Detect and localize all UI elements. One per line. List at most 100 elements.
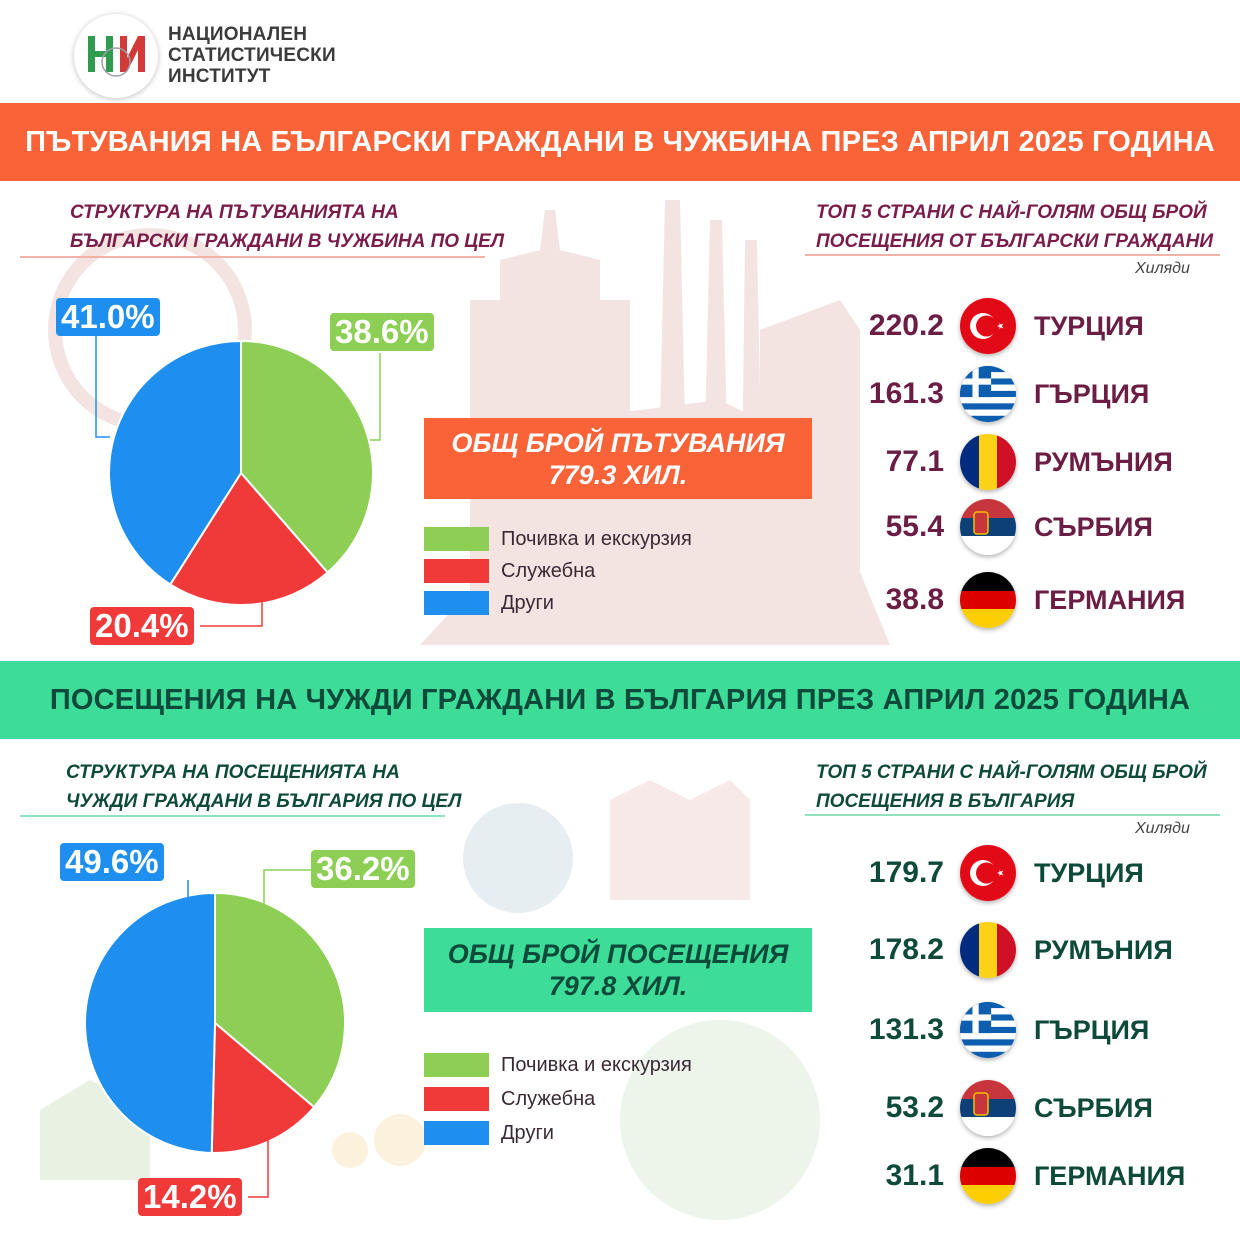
section2-legend: Почивка и екскурзия Служебна Други [424, 1048, 692, 1150]
section2-top5-title-line1: ТОП 5 СТРАНИ С НАЙ-ГОЛЯМ ОБЩ БРОЙ [816, 762, 1207, 783]
legend-item-other: Други [424, 587, 692, 619]
section1-country-value: 77.1 [885, 445, 944, 478]
legend2-swatch-green [424, 1053, 489, 1077]
section1-country-value: 161.3 [868, 377, 944, 410]
section2-country-row: 53.2 СЪРБИЯ [834, 1078, 1153, 1138]
section1-top5-title: ТОП 5 СТРАНИ С НАЙ-ГОЛЯМ ОБЩ БРОЙ ПОСЕЩЕ… [816, 198, 1213, 256]
greece-flag-icon [960, 366, 1016, 422]
section1-pie-slice-leisure [240, 340, 374, 574]
legend2-label-business: Служебна [501, 1087, 596, 1110]
legend-swatch-green [424, 527, 489, 551]
section2-country-name: ГЕРМАНИЯ [1034, 1160, 1186, 1191]
section2-country-value: 179.7 [868, 856, 944, 889]
section1-right-divider [805, 254, 1220, 256]
section2-country-row: 179.7 ТУРЦИЯ [834, 843, 1144, 903]
section1-country-row: 161.3 ГЪРЦИЯ [834, 364, 1149, 424]
section2-country-value: 31.1 [885, 1159, 944, 1192]
section1-pie-title-line1: СТРУКТУРА НА ПЪТУВАНИЯТА НА [70, 202, 399, 223]
section2-pie-slice-leisure [214, 892, 346, 1109]
nsi-logo [74, 14, 158, 98]
section2-pie-chart [84, 892, 346, 1154]
section1-total-label: ОБЩ БРОЙ ПЪТУВАНИЯ [451, 427, 785, 458]
legend-swatch-red [424, 559, 489, 583]
legend2-label-leisure: Почивка и екскурзия [501, 1053, 692, 1076]
turkey-flag-icon [960, 298, 1016, 354]
section1-country-value: 55.4 [885, 510, 944, 543]
section1-country-name: ГЪРЦИЯ [1034, 378, 1150, 409]
germany-flag-icon [960, 1148, 1016, 1204]
section2-country-name: ТУРЦИЯ [1034, 857, 1144, 888]
section2-other-pct-label: 49.6% [60, 843, 164, 881]
section2-total-label: ОБЩ БРОЙ ПОСЕЩЕНИЯ [447, 939, 789, 969]
section1-total-box: ОБЩ БРОЙ ПЪТУВАНИЯ 779.3 ХИЛ. [424, 418, 812, 499]
legend2-swatch-blue [424, 1121, 489, 1145]
section1-legend: Почивка и екскурзия Служебна Други [424, 523, 692, 619]
section2-unit-label: Хиляди [1135, 820, 1190, 837]
org-name-line3: ИНСТИТУТ [168, 66, 271, 87]
section2-right-divider [805, 814, 1220, 816]
legend-item-business: Служебна [424, 555, 692, 587]
section2-country-row: 178.2 РУМЪНИЯ [834, 920, 1173, 980]
section1-pie-title: СТРУКТУРА НА ПЪТУВАНИЯТА НА БЪЛГАРСКИ ГР… [70, 198, 504, 256]
legend-label-business: Служебна [501, 559, 596, 582]
section1-pie-chart [108, 340, 374, 606]
legend2-item-business: Служебна [424, 1082, 692, 1116]
section1-other-pct-label: 41.0% [56, 298, 160, 336]
org-name-line1: НАЦИОНАЛЕН [168, 24, 308, 45]
section2-leisure-pct-label: 36.2% [311, 850, 415, 888]
section1-country-name: ГЕРМАНИЯ [1034, 584, 1186, 615]
section1-country-value: 38.8 [885, 583, 944, 616]
romania-flag-icon [960, 922, 1016, 978]
section2-pie-title-line1: СТРУКТУРА НА ПОСЕЩЕНИЯТА НА [66, 762, 400, 783]
section1-country-row: 38.8 ГЕРМАНИЯ [834, 570, 1185, 630]
section2-business-pct-label: 14.2% [138, 1178, 242, 1216]
romania-flag-icon [960, 434, 1016, 490]
legend-label-leisure: Почивка и екскурзия [501, 527, 692, 550]
serbia-flag-icon [960, 499, 1016, 555]
section1-top5-title-line2: ПОСЕЩЕНИЯ ОТ БЪЛГАРСКИ ГРАЖДАНИ [816, 231, 1214, 252]
section2-country-value: 53.2 [885, 1091, 944, 1124]
section2-country-row: 31.1 ГЕРМАНИЯ [834, 1146, 1185, 1206]
nsi-logo-mark-icon [88, 36, 145, 77]
section1-country-row: 77.1 РУМЪНИЯ [834, 432, 1173, 492]
section1-top5-title-line1: ТОП 5 СТРАНИ С НАЙ-ГОЛЯМ ОБЩ БРОЙ [816, 202, 1207, 223]
section2-banner: ПОСЕЩЕНИЯ НА ЧУЖДИ ГРАЖДАНИ В БЪЛГАРИЯ П… [0, 661, 1240, 739]
germany-flag-icon [960, 572, 1016, 628]
section2-total-value: 797.8 ХИЛ. [548, 971, 688, 1001]
section2-pie-title-line2: ЧУЖДИ ГРАЖДАНИ В БЪЛГАРИЯ ПО ЦЕЛ [66, 791, 462, 812]
section2-pie-slice-other [84, 892, 216, 1154]
section2-country-value: 131.3 [868, 1013, 944, 1046]
legend2-item-leisure: Почивка и екскурзия [424, 1048, 692, 1082]
section1-country-value: 220.2 [868, 309, 944, 342]
legend2-label-other: Други [501, 1121, 554, 1144]
section2-country-value: 178.2 [868, 933, 944, 966]
section1-country-name: РУМЪНИЯ [1034, 446, 1173, 477]
legend-label-other: Други [501, 591, 554, 614]
section2-country-name: РУМЪНИЯ [1034, 934, 1173, 965]
section1-left-divider [20, 256, 485, 258]
section1-total-value: 779.3 ХИЛ. [548, 459, 688, 490]
section1-unit-label: Хиляди [1135, 260, 1190, 277]
nsi-logo-text: НАЦИОНАЛЕН СТАТИСТИЧЕСКИ ИНСТИТУТ [168, 24, 336, 87]
section1-pie-slice-other [108, 340, 242, 586]
section1-country-row: 220.2 ТУРЦИЯ [834, 296, 1144, 356]
section2-country-name: ГЪРЦИЯ [1034, 1014, 1150, 1045]
section2-pie-title: СТРУКТУРА НА ПОСЕЩЕНИЯТА НА ЧУЖДИ ГРАЖДА… [66, 758, 461, 816]
legend2-swatch-red [424, 1087, 489, 1111]
section2-country-name: СЪРБИЯ [1034, 1092, 1153, 1123]
org-name-line2: СТАТИСТИЧЕСКИ [168, 45, 336, 66]
legend-item-leisure: Почивка и екскурзия [424, 523, 692, 555]
section2-top5-title: ТОП 5 СТРАНИ С НАЙ-ГОЛЯМ ОБЩ БРОЙ ПОСЕЩЕ… [816, 758, 1207, 816]
section2-top5-title-line2: ПОСЕЩЕНИЯ В БЪЛГАРИЯ [816, 791, 1075, 812]
section1-country-name: СЪРБИЯ [1034, 511, 1153, 542]
section1-country-row: 55.4 СЪРБИЯ [834, 497, 1153, 557]
section1-leisure-pct-label: 38.6% [330, 313, 434, 351]
section2-total-box: ОБЩ БРОЙ ПОСЕЩЕНИЯ 797.8 ХИЛ. [424, 928, 812, 1012]
legend2-item-other: Други [424, 1116, 692, 1150]
section1-pie-title-line2: БЪЛГАРСКИ ГРАЖДАНИ В ЧУЖБИНА ПО ЦЕЛ [70, 231, 505, 252]
legend-swatch-blue [424, 591, 489, 615]
section2-left-divider [20, 815, 445, 817]
greece-flag-icon [960, 1002, 1016, 1058]
section1-banner: ПЪТУВАНИЯ НА БЪЛГАРСКИ ГРАЖДАНИ В ЧУЖБИН… [0, 103, 1240, 181]
section1-business-pct-label: 20.4% [90, 607, 194, 645]
